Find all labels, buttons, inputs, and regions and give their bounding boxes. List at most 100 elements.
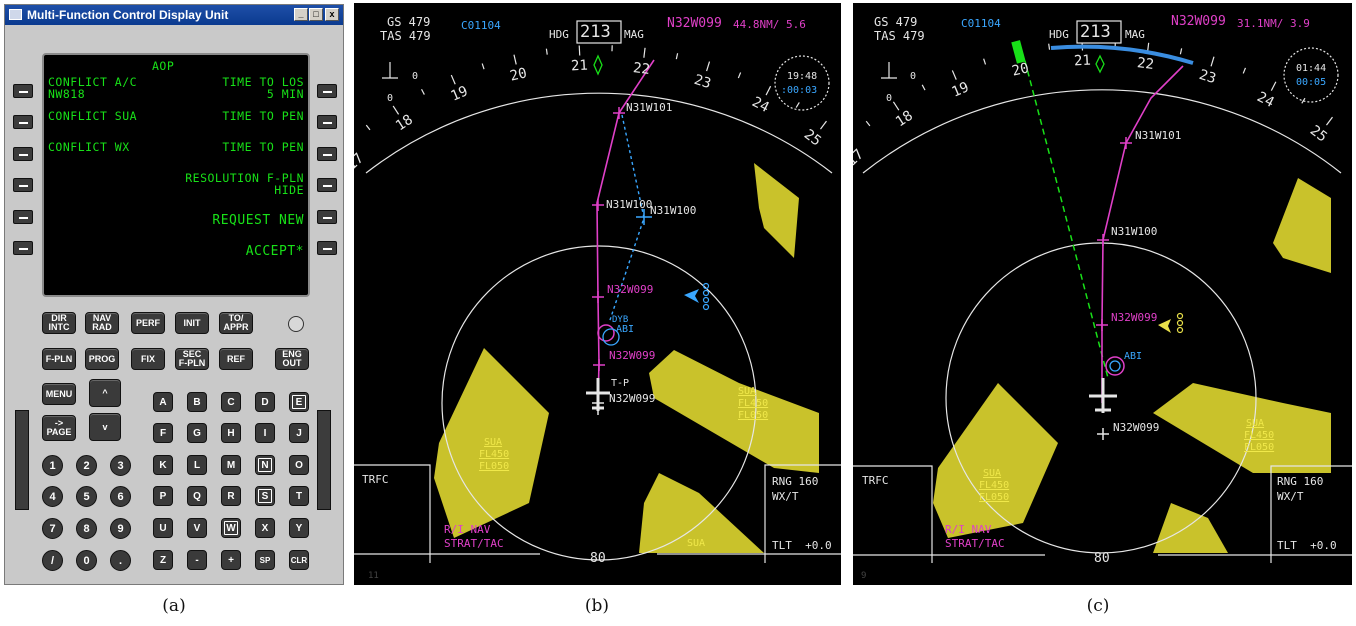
fix-key[interactable]: FIX	[131, 348, 165, 370]
key-z[interactable]: Z	[153, 550, 173, 570]
key-w[interactable]: W	[221, 518, 241, 538]
key-s[interactable]: S	[255, 486, 275, 506]
sua-area-s	[639, 473, 764, 553]
lsk-r3[interactable]	[317, 147, 337, 161]
nav-rad-key[interactable]: NAV RAD	[85, 312, 119, 334]
lsk-r1[interactable]	[317, 84, 337, 98]
brightness-knob[interactable]	[288, 316, 304, 332]
trfc-label: TRFC	[862, 474, 889, 487]
lsk-l2[interactable]	[13, 115, 33, 129]
strat-tac-label: STRAT/TAC	[444, 537, 504, 550]
sec-f-pln-key[interactable]: SEC F-PLN	[175, 348, 209, 370]
own-aircraft-icon	[1089, 378, 1117, 413]
sua-w-upper: FL450	[979, 480, 1010, 491]
lsk-l4[interactable]	[13, 178, 33, 192]
key-u[interactable]: U	[153, 518, 173, 538]
heading-box	[1076, 20, 1122, 44]
key-6[interactable]: 6	[110, 486, 131, 507]
ref-key[interactable]: REF	[219, 348, 253, 370]
lsk-l1[interactable]	[13, 84, 33, 98]
compass-arc	[365, 92, 833, 174]
compass-tick	[513, 54, 517, 65]
wind-value-lower: 0	[387, 93, 394, 104]
key-a[interactable]: A	[153, 392, 173, 412]
to-appr-key[interactable]: TO/APPR	[219, 312, 253, 334]
key-1[interactable]: 1	[42, 455, 63, 476]
key-minus[interactable]: -	[187, 550, 207, 570]
key-j[interactable]: J	[289, 423, 309, 443]
key-slash[interactable]: /	[42, 550, 63, 571]
sua-area-w	[434, 348, 549, 538]
key-7[interactable]: 7	[42, 518, 63, 539]
compass-tick	[1242, 67, 1247, 74]
lsk-l3[interactable]	[13, 147, 33, 161]
key-k[interactable]: K	[153, 455, 173, 475]
menu-key[interactable]: MENU	[42, 383, 76, 405]
key-space[interactable]: SP	[255, 550, 275, 570]
key-b[interactable]: B	[187, 392, 207, 412]
key-x[interactable]: X	[255, 518, 275, 538]
perf-key[interactable]: PERF	[131, 312, 165, 334]
prog-key[interactable]: PROG	[85, 348, 119, 370]
lsk-r5[interactable]	[317, 210, 337, 224]
eng-out-key[interactable]: ENG OUT	[275, 348, 309, 370]
compass-tick	[795, 102, 800, 108]
squawk-code: C01104	[461, 19, 501, 32]
key-clear[interactable]: CLR	[289, 550, 309, 570]
key-4[interactable]: 4	[42, 486, 63, 507]
lsk-l5[interactable]	[13, 210, 33, 224]
tp-label: T-P	[611, 378, 630, 389]
key-y[interactable]: Y	[289, 518, 309, 538]
scroll-up-key[interactable]: ^	[89, 379, 121, 407]
lsk-r4[interactable]	[317, 178, 337, 192]
key-5[interactable]: 5	[76, 486, 97, 507]
close-button[interactable]: x	[325, 8, 339, 21]
key-0[interactable]: 0	[76, 550, 97, 571]
window-titlebar[interactable]: Multi-Function Control Display Unit _ □ …	[5, 5, 343, 25]
key-r[interactable]: R	[221, 486, 241, 506]
key-v[interactable]: V	[187, 518, 207, 538]
waypoint-distance: 31.1NM/ 3.9	[1237, 17, 1310, 30]
key-m[interactable]: M	[221, 455, 241, 475]
compass-tick	[706, 61, 711, 72]
key-8[interactable]: 8	[76, 518, 97, 539]
sua-area-e	[1153, 383, 1331, 473]
key-l[interactable]: L	[187, 455, 207, 475]
page-key[interactable]: -> PAGE	[42, 415, 76, 441]
key-t[interactable]: T	[289, 486, 309, 506]
mod-waypoint-icon	[636, 209, 652, 225]
trfc-box	[354, 464, 431, 563]
sua-area-e	[649, 350, 819, 473]
nd-b-graphics	[354, 20, 841, 563]
lsk-l6[interactable]	[13, 241, 33, 255]
key-9[interactable]: 9	[110, 518, 131, 539]
key-c[interactable]: C	[221, 392, 241, 412]
key-g[interactable]: G	[187, 423, 207, 443]
init-key[interactable]: INIT	[175, 312, 209, 334]
traffic-altitude-stack	[1176, 312, 1184, 334]
traffic-arrow-icon	[1158, 319, 1171, 333]
key-p[interactable]: P	[153, 486, 173, 506]
lsk-r2[interactable]	[317, 115, 337, 129]
ri-nav-label: R/I NAV	[945, 523, 992, 536]
key-q[interactable]: Q	[187, 486, 207, 506]
key-o[interactable]: O	[289, 455, 309, 475]
scroll-down-key[interactable]: v	[89, 413, 121, 441]
lsk-r6[interactable]	[317, 241, 337, 255]
dir-intc-key[interactable]: DIR INTC	[42, 312, 76, 334]
key-2[interactable]: 2	[76, 455, 97, 476]
key-plus[interactable]: +	[221, 550, 241, 570]
key-f[interactable]: F	[153, 423, 173, 443]
key-d[interactable]: D	[255, 392, 275, 412]
key-dot[interactable]: .	[110, 550, 131, 571]
maximize-button[interactable]: □	[309, 8, 323, 21]
compass-label: 22	[1136, 54, 1155, 73]
key-3[interactable]: 3	[110, 455, 131, 476]
heading-bug-icon	[593, 54, 603, 76]
minimize-button[interactable]: _	[294, 8, 308, 21]
key-h[interactable]: H	[221, 423, 241, 443]
key-n[interactable]: N	[255, 455, 275, 475]
f-pln-key[interactable]: F-PLN	[42, 348, 76, 370]
key-e[interactable]: E	[289, 392, 309, 412]
key-i[interactable]: I	[255, 423, 275, 443]
